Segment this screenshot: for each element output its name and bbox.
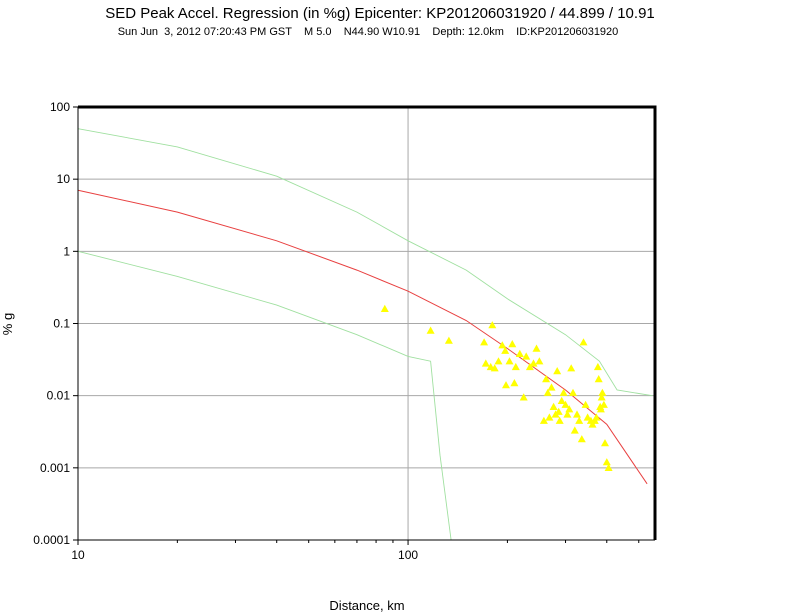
data-point [543, 388, 552, 396]
data-point [501, 346, 510, 354]
y-tick-label: 100 [50, 100, 70, 114]
data-point [494, 357, 503, 365]
data-point [502, 381, 510, 389]
data-point [594, 375, 603, 383]
data-point [547, 383, 556, 391]
data-point [553, 367, 562, 375]
grid-lines [77, 106, 655, 541]
data-point [535, 357, 544, 365]
data-point [488, 321, 497, 329]
data-point [565, 405, 574, 413]
data-point [510, 379, 519, 387]
data-point [490, 364, 499, 372]
curve-layer [77, 128, 653, 541]
data-point [579, 338, 588, 346]
data-point [604, 463, 613, 471]
data-point [569, 388, 577, 396]
x-axis-label: Distance, km [329, 598, 404, 612]
y-axis-label: % g [0, 313, 15, 335]
data-point [519, 393, 528, 401]
data-point [601, 439, 609, 447]
data-point [542, 375, 551, 383]
data-point [481, 359, 490, 367]
chart-title: SED Peak Accel. Regression (in %g) Epice… [105, 5, 655, 22]
data-point [598, 388, 607, 396]
data-point [545, 413, 554, 421]
data-point [511, 362, 520, 371]
data-point [555, 416, 564, 424]
y-tick-label: 0.1 [53, 317, 70, 331]
plot-frame [73, 105, 657, 545]
y-tick-label: 0.01 [47, 389, 71, 403]
data-point [573, 410, 581, 418]
data-point [588, 420, 597, 428]
data-point [532, 344, 541, 352]
data-point [444, 336, 453, 344]
upper-bound-curve [77, 128, 653, 397]
data-point [561, 400, 570, 408]
data-point [522, 352, 531, 360]
y-tick-label: 1 [63, 244, 70, 258]
data-point [539, 416, 548, 424]
data-point [583, 413, 592, 421]
data-point [505, 357, 514, 365]
data-points [380, 304, 613, 471]
y-tick-label: 10 [57, 172, 71, 186]
data-point [602, 458, 611, 466]
data-point [559, 388, 568, 396]
y-tick-label: 0.0001 [33, 533, 70, 547]
data-point [592, 413, 601, 421]
data-point [515, 349, 524, 357]
y-tick-label: 0.001 [40, 461, 70, 475]
data-point [508, 340, 517, 348]
data-point [599, 400, 608, 408]
data-point [577, 435, 586, 443]
data-point [596, 405, 605, 413]
data-point [480, 338, 489, 346]
data-point [563, 410, 572, 418]
data-point [554, 407, 563, 415]
data-point [380, 304, 389, 312]
data-point [549, 402, 558, 410]
data-point [581, 400, 590, 408]
x-tick-label: 10 [71, 548, 85, 562]
data-point [426, 326, 435, 334]
data-point [597, 393, 606, 401]
data-point [570, 426, 579, 434]
data-point [575, 416, 584, 424]
chart-subtitle: Sun Jun 3, 2012 07:20:43 PM GST M 5.0 N4… [118, 26, 619, 38]
data-point [557, 396, 566, 404]
tick-labels: 0.0001 0.001 0.01 0.1 1 10 100 10 100 [33, 100, 418, 562]
data-point [593, 362, 602, 371]
data-point [567, 364, 576, 372]
lower-bound-curve [77, 250, 452, 541]
x-tick-label: 100 [398, 548, 418, 562]
data-point [498, 341, 507, 349]
data-point [529, 359, 538, 367]
